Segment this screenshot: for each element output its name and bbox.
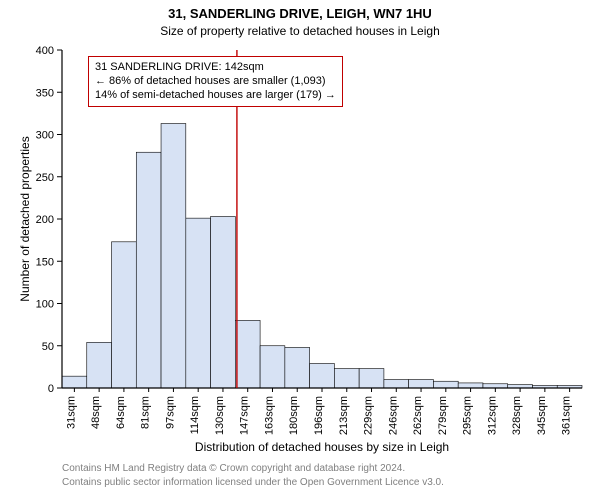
svg-text:100: 100 [36,299,54,311]
x-tick-label: 262sqm [412,396,424,435]
x-tick-label: 163sqm [263,396,275,435]
chart-subtitle: Size of property relative to detached ho… [0,24,600,38]
histogram-bar [458,383,483,388]
histogram-bar [136,152,161,388]
x-tick-label: 114sqm [189,396,201,434]
x-tick-label: 213sqm [338,396,350,435]
svg-text:350: 350 [36,87,54,99]
svg-text:200: 200 [36,214,54,226]
x-tick-label: 312sqm [486,396,498,435]
svg-text:50: 50 [42,341,54,353]
y-axis-label: Number of detached properties [18,50,32,388]
svg-text:150: 150 [36,256,54,268]
histogram-bar [483,384,508,388]
x-tick-label: 64sqm [115,396,127,429]
svg-text:0: 0 [48,383,54,395]
x-tick-label: 130sqm [214,396,226,435]
chart-title: 31, SANDERLING DRIVE, LEIGH, WN7 1HU [0,6,600,21]
x-tick-label: 97sqm [164,396,176,429]
histogram-bar [62,376,87,388]
x-tick-label: 31sqm [65,396,77,429]
footnote-line-2: Contains public sector information licen… [62,477,444,488]
x-tick-label: 229sqm [363,396,375,435]
histogram-bar [186,218,211,388]
x-tick-label: 147sqm [239,396,251,435]
x-tick-label: 180sqm [288,396,300,435]
histogram-bar [433,381,458,388]
annotation-line: 31 SANDERLING DRIVE: 142sqm [95,61,336,75]
histogram-bar [334,369,359,388]
svg-text:400: 400 [36,45,54,57]
x-tick-label: 81sqm [140,396,152,429]
x-tick-label: 345sqm [536,396,548,435]
histogram-bar [359,369,384,388]
chart-container: 31, SANDERLING DRIVE, LEIGH, WN7 1HU Siz… [0,0,600,500]
marker-annotation: 31 SANDERLING DRIVE: 142sqm← 86% of deta… [88,56,343,107]
footnote-line-1: Contains HM Land Registry data © Crown c… [62,463,405,474]
histogram-bar [285,347,310,388]
x-tick-label: 48sqm [90,396,102,429]
annotation-line: 14% of semi-detached houses are larger (… [95,89,336,103]
histogram-bar [384,380,409,388]
svg-text:300: 300 [36,130,54,142]
histogram-plot: 05010015020025030035040031sqm48sqm64sqm8… [62,50,582,438]
histogram-bar [235,320,260,388]
x-tick-label: 196sqm [313,396,325,435]
histogram-bar [161,124,186,388]
x-axis-label: Distribution of detached houses by size … [62,440,582,454]
x-tick-label: 328sqm [511,396,523,435]
histogram-bar [87,342,112,388]
histogram-bar [310,363,335,388]
histogram-bar [409,380,434,388]
x-tick-label: 361sqm [561,396,573,435]
histogram-bar [112,242,137,388]
svg-text:250: 250 [36,172,54,184]
x-tick-label: 295sqm [462,396,474,435]
histogram-bar [260,346,285,388]
x-tick-label: 279sqm [437,396,449,435]
x-tick-label: 246sqm [387,396,399,435]
histogram-bar [211,216,236,388]
annotation-line: ← 86% of detached houses are smaller (1,… [95,75,336,89]
